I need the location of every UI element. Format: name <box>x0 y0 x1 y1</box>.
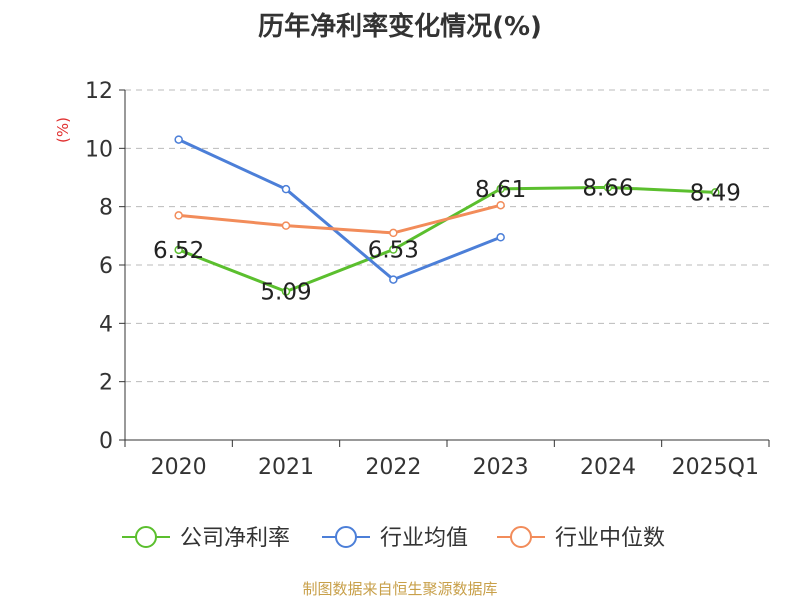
x-tick-label: 2020 <box>151 455 207 480</box>
y-tick-label: 12 <box>85 79 113 104</box>
series-lines <box>174 135 720 296</box>
data-labels: 6.52 5.09 6.53 8.61 8.66 8.49 <box>153 175 741 305</box>
data-point <box>281 184 291 194</box>
data-label: 8.49 <box>690 180 741 206</box>
data-point <box>711 188 720 197</box>
x-tick-label: 2025Q1 <box>672 455 759 480</box>
x-tick-label: 2021 <box>258 455 314 480</box>
data-point <box>496 233 505 242</box>
source-note: 制图数据来自恒生聚源数据库 <box>302 580 498 598</box>
chart-title: 历年净利率变化情况(%) <box>258 12 542 42</box>
y-tick-label: 10 <box>85 137 113 162</box>
legend-label: 公司净利率 <box>180 526 290 551</box>
data-point <box>174 135 183 144</box>
legend-label: 行业中位数 <box>555 526 665 551</box>
data-point <box>281 221 291 230</box>
legend-label: 行业均值 <box>380 526 468 551</box>
data-point <box>603 183 613 192</box>
data-point <box>389 228 398 238</box>
data-point <box>389 245 398 254</box>
data-label: 6.53 <box>368 238 419 264</box>
legend: 公司净利率 行业均值 行业中位数 <box>122 526 665 551</box>
series-line <box>178 138 502 282</box>
data-point <box>389 275 398 284</box>
data-point <box>174 211 183 220</box>
grid-lines <box>125 89 769 383</box>
y-tick-label: 0 <box>99 429 113 454</box>
y-axis-label: (%) <box>54 117 72 143</box>
y-tick-label: 6 <box>99 254 113 279</box>
axes: 0 2 4 6 8 10 12 2020 2021 2022 2023 2024 2025Q1 (%) <box>54 79 770 480</box>
data-point <box>496 200 505 210</box>
y-tick-label: 4 <box>99 312 113 337</box>
data-point <box>281 287 291 296</box>
legend-marker <box>135 526 157 548</box>
data-point <box>174 245 183 255</box>
data-label: 8.61 <box>475 177 526 203</box>
x-tick-label: 2024 <box>580 455 636 480</box>
legend-marker <box>335 526 357 548</box>
series-line <box>178 203 502 235</box>
data-label: 8.66 <box>582 175 633 201</box>
y-tick-label: 8 <box>99 196 113 221</box>
legend-marker <box>510 526 532 548</box>
data-label: 6.52 <box>153 238 204 264</box>
data-label: 5.09 <box>260 280 311 306</box>
x-tick-label: 2023 <box>473 455 529 480</box>
y-tick-label: 2 <box>99 371 113 396</box>
x-tick-label: 2022 <box>365 455 421 480</box>
data-point <box>496 184 505 194</box>
series-line <box>178 185 716 294</box>
